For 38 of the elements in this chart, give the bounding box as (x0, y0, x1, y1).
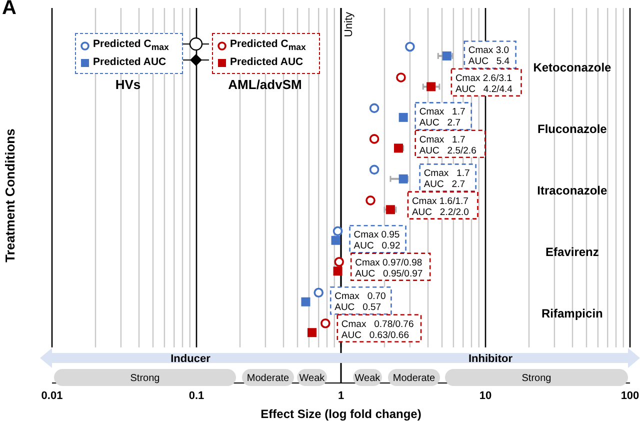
text: Inducer (170, 353, 210, 365)
chart-title: A (2, 0, 16, 20)
text: Moderate (392, 373, 436, 384)
legend-label: Predicted C$_{max}$ (230, 37, 306, 54)
y-tick-label: Fluconazole (538, 122, 608, 136)
x-tick-label: 0.01 (41, 390, 63, 402)
text: Inhibitor (468, 353, 512, 365)
text: Strong (522, 373, 552, 384)
annotation: Cmax 3.0 AUC 5.4 (468, 45, 510, 68)
text: Strong (130, 373, 160, 384)
annotation: Cmax 0.95 AUC 0.92 (354, 230, 400, 252)
x-tick-label: 1 (338, 390, 344, 402)
y-tick-label: Rifampicin (542, 306, 603, 321)
annotation: Cmax 0.97/0.98 AUC 0.95/0.97 (355, 257, 423, 280)
annotation: Cmax 1.7 AUC 2.7 (419, 106, 466, 129)
annotation: Cmax 0.70 AUC 0.57 (334, 291, 386, 314)
x-tick-label: 0.1 (188, 390, 204, 402)
annotation: AML/advSM (227, 77, 303, 92)
text: Weak (299, 373, 325, 384)
annotation: Cmax 0.78/0.76 AUC 0.63/0.66 (341, 318, 414, 341)
text: Moderate (246, 373, 290, 384)
x-axis-title: Effect Size (log fold change) (260, 407, 422, 421)
y-tick-label: Itraconazole (537, 184, 608, 198)
legend-label: Predicted AUC (93, 55, 166, 70)
legend-label: Predicted C$_{max}$ (93, 37, 169, 54)
y-tick-label: Efavirenz (546, 245, 599, 260)
text: Weak (354, 373, 380, 384)
ref-line-label: Unity (343, 12, 355, 38)
y-axis-title: Treatment Conditions (2, 128, 18, 262)
annotation: Cmax 2.6/3.1 AUC 4.2/4.4 (455, 72, 512, 95)
annotation: Cmax 1.7 AUC 2.7 (424, 168, 470, 190)
legend-label: Predicted AUC (230, 55, 304, 70)
x-tick-label: 10 (479, 390, 492, 402)
x-tick-label: 100 (620, 390, 640, 402)
annotation: HVs (114, 77, 142, 92)
annotation: Cmax 1.7 AUC 2.5/2.6 (419, 134, 476, 156)
y-tick-label: Ketoconazole (533, 60, 612, 75)
annotation: Cmax 1.6/1.7 AUC 2.2/2.0 (412, 196, 469, 218)
